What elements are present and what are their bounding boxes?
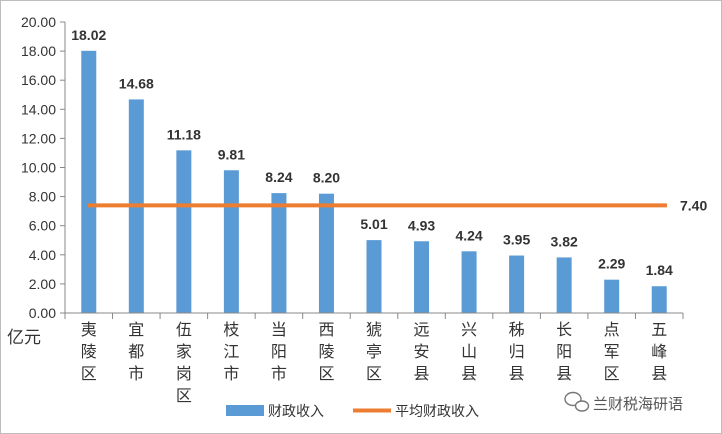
y-tick-label: 4.00	[29, 247, 56, 263]
y-tick-label: 8.00	[29, 189, 56, 205]
bar	[604, 279, 620, 313]
legend-label-bar: 财政收入	[268, 404, 324, 420]
y-tick-label: 6.00	[29, 218, 56, 234]
bar-data-label: 8.24	[265, 169, 292, 185]
bar	[271, 193, 287, 313]
x-category-label: 当阳市	[271, 320, 287, 383]
bar	[509, 255, 525, 313]
x-category-label: 西陵区	[318, 320, 334, 383]
bar	[176, 150, 192, 313]
average-line-label: 7.40	[680, 197, 707, 213]
y-tick-label: 18.00	[21, 43, 56, 59]
y-tick-label: 20.00	[21, 14, 56, 30]
watermark-text: 兰财税海研语	[593, 395, 683, 413]
x-category-label: 猇亭区	[366, 320, 382, 383]
x-category-label: 宜都市	[128, 320, 144, 383]
y-axis: 0.00 2.00 4.00 6.00 8.00 10.00 12.00 14.00 16.00…	[21, 14, 66, 321]
bar-series: 18.02 14.68 11.18 9.81 8.24 8.20 5.01 4.93 4.24 3…	[71, 27, 673, 314]
x-category-label: 长阳县	[556, 320, 572, 383]
watermark: 兰财税海研语	[564, 391, 683, 413]
bar-data-label: 2.29	[598, 256, 625, 272]
bar-data-label: 4.24	[455, 227, 482, 243]
bar-data-label: 1.84	[646, 262, 673, 278]
bar	[81, 50, 97, 314]
bar-data-label: 18.02	[71, 27, 106, 43]
bar	[461, 251, 477, 313]
y-tick-label: 16.00	[21, 72, 56, 88]
y-tick-label: 2.00	[29, 276, 56, 292]
bar-data-label: 3.95	[503, 232, 530, 248]
bar	[651, 286, 667, 313]
legend-swatch-bar	[226, 405, 264, 416]
bar-data-label: 5.01	[360, 216, 387, 232]
bar-data-label: 9.81	[218, 146, 245, 162]
y-tick-label: 14.00	[21, 101, 56, 117]
x-category-label: 秭归县	[509, 320, 525, 383]
y-tick-label: 0.00	[29, 305, 56, 321]
bar	[318, 193, 334, 313]
x-category-label: 远安县	[414, 320, 430, 383]
x-axis: 夷陵区 宜都市 伍家岗区 枝江市 当阳市 西陵区 猇亭区 远安县 兴山县 秭归县 长阳县 点军区 五峰县	[64, 312, 684, 405]
bar	[223, 170, 239, 313]
bar-data-label: 4.93	[408, 217, 435, 233]
x-category-label: 五峰县	[651, 320, 667, 383]
x-category-label: 伍家岗区	[176, 320, 192, 405]
bar	[366, 240, 382, 313]
bar-data-label: 8.20	[313, 170, 340, 186]
bar	[556, 257, 572, 313]
x-category-label: 枝江市	[223, 320, 239, 383]
average-line-series: 7.40	[88, 197, 707, 213]
x-category-label: 夷陵区	[81, 320, 97, 383]
x-category-label: 点军区	[604, 320, 620, 383]
y-tick-label: 12.00	[21, 130, 56, 146]
bar	[414, 241, 430, 313]
wechat-icon	[564, 391, 590, 412]
bar-data-label: 14.68	[119, 75, 154, 91]
legend-label-line: 平均财政收入	[395, 404, 479, 420]
y-unit-label: 亿元	[7, 328, 41, 348]
legend: 财政收入 平均财政收入	[226, 404, 479, 420]
y-tick-label: 10.00	[21, 160, 56, 176]
bar-data-label: 3.82	[551, 233, 578, 249]
bar-data-label: 11.18	[167, 126, 201, 142]
x-category-label: 兴山县	[461, 320, 477, 383]
